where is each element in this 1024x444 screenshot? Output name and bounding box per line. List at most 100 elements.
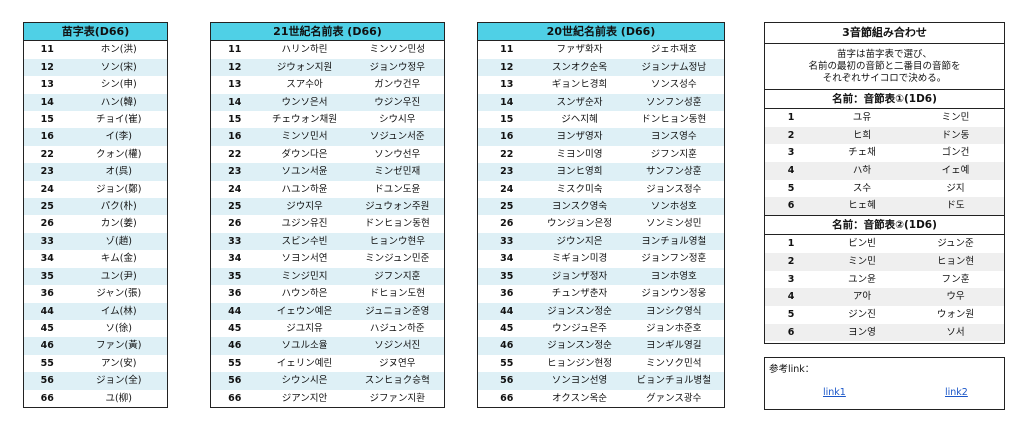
- roll-number: 22: [23, 145, 71, 164]
- roll-number: 56: [23, 372, 71, 390]
- table-row: 66 ユ(柳): [23, 389, 168, 408]
- syllable-cell: ゴン건: [941, 147, 970, 159]
- name-cell: ヨンチョル영철: [623, 232, 725, 251]
- name-cell: ソンミン성민: [623, 215, 725, 233]
- roll-number: 66: [477, 389, 536, 408]
- description-line: 苗字は苗字表で選び、: [836, 49, 932, 60]
- roll-number: 16: [477, 128, 536, 146]
- roll-number: 14: [23, 93, 71, 112]
- name-cell: ヨンヒ영희: [535, 163, 624, 181]
- roll-number: 2: [787, 129, 795, 141]
- syllable-panel-title: 3音節組み合わせ: [765, 23, 1004, 44]
- roll-number: 11: [477, 40, 536, 59]
- table-row: 55 アン(安): [23, 354, 168, 373]
- table-row: 33 スビン수빈 ヒョンウ현우: [210, 232, 445, 251]
- name-cell: ヨンスク영숙: [535, 198, 624, 216]
- table-row: 12 スンオク순옥 ジョンナム정남: [477, 58, 725, 77]
- name-cell: ヨンス영수: [623, 128, 725, 146]
- syllable-panel-description: 苗字は苗字表で選び、 名前の最初の音節と二番目の音節を それぞれサイコロで決める…: [765, 44, 1004, 89]
- name-cell: ソンス성수: [623, 76, 725, 94]
- name-cell: ジフン지훈: [623, 145, 725, 164]
- name-cell: ジョンウ정우: [350, 58, 445, 77]
- roll-number: 66: [23, 389, 71, 408]
- roll-number: 35: [23, 267, 71, 286]
- description-line: それぞれサイコロで決める。: [822, 73, 947, 84]
- table-row: 14 ハン(韓): [23, 93, 168, 112]
- table-row: 24 ハユン하윤 ドユン도윤: [210, 180, 445, 199]
- table-row: 55 イェリン예린 ジヌ연우: [210, 354, 445, 373]
- name-cell: イェリン예린: [258, 354, 351, 373]
- roll-number: 5: [787, 308, 795, 320]
- name-cell: ダウン다은: [258, 145, 351, 164]
- table-row: 35 ミンジ민지 ジフン지훈: [210, 267, 445, 286]
- list-item: 5 ス수 ジ지: [765, 180, 1004, 198]
- roll-number: 34: [210, 250, 259, 268]
- link-2[interactable]: link2: [945, 387, 968, 398]
- syllable-table-1: 1 ユ유 ミン민 2 ヒ희 ドン동 3 チェ채 ゴン건 4 ハ하 イェ예 5 ス수 ジ지 6 ヒェ혜 ド도: [765, 109, 1004, 216]
- table-row: 35 ジョンザ정자 ヨンホ영호: [477, 267, 725, 286]
- name-cell: ソユル소율: [258, 337, 351, 355]
- name-cell: オ(呉): [70, 163, 168, 181]
- name-cell: ジェホ재호: [623, 40, 725, 59]
- name-cell: ハウン하은: [258, 285, 351, 303]
- list-item: 3 チェ채 ゴン건: [765, 144, 1004, 162]
- roll-number: 24: [210, 180, 259, 199]
- name-cell: ミンソン민성: [350, 40, 445, 59]
- name-cell: ドンヒョン동현: [623, 111, 725, 129]
- name-cell: ジウン지은: [535, 232, 624, 251]
- list-item: 5 ジン진 ウォン원: [765, 306, 1004, 324]
- table-row: 16 ミンソ민서 ソジュン서준: [210, 128, 445, 146]
- roll-number: 34: [477, 250, 536, 268]
- table-row: 13 ギョンヒ경희 ソンス성수: [477, 76, 725, 94]
- list-item: 3 ユン윤 フン훈: [765, 271, 1004, 289]
- name-cell: スンオク순옥: [535, 58, 624, 77]
- name-cell: ヨンギル영길: [623, 337, 725, 355]
- name-cell: シウ시우: [350, 111, 445, 129]
- name-cell: カン(姜): [70, 215, 168, 233]
- names-20c-table: 20世紀名前表 (D66) 11 ファザ화자 ジェホ재호 12 スンオク순옥 ジョンナム정…: [477, 22, 725, 408]
- name-cell: ゾ(趙): [70, 232, 168, 251]
- table-row: 12 ジウォン지원 ジョンウ정우: [210, 58, 445, 77]
- roll-number: 56: [477, 372, 536, 390]
- roll-number: 36: [23, 285, 71, 303]
- name-cell: ウジン우진: [350, 93, 445, 112]
- name-cell: ハリン하린: [258, 40, 351, 59]
- table-row: 22 クォン(權): [23, 145, 168, 164]
- name-cell: ガンウ건우: [350, 76, 445, 94]
- roll-number: 44: [210, 302, 259, 320]
- table-row: 44 ジョンスン정순 ヨンシク영식: [477, 302, 725, 320]
- list-item: 6 ヒェ혜 ド도: [765, 197, 1004, 216]
- table-row: 22 ミヨン미영 ジフン지훈: [477, 145, 725, 164]
- roll-number: 44: [477, 302, 536, 320]
- name-cell: ソユン서윤: [258, 163, 351, 181]
- table-row: 46 ファン(黃): [23, 337, 168, 355]
- name-cell: ファザ화자: [535, 40, 624, 59]
- name-cell: アン(安): [70, 354, 168, 373]
- name-cell: ドユン도윤: [350, 180, 445, 199]
- table-row: 45 ジユ지유 ハジュン하준: [210, 319, 445, 338]
- name-cell: スビン수빈: [258, 232, 351, 251]
- table-row: 36 ハウン하은 ドヒョン도현: [210, 285, 445, 303]
- roll-number: 11: [23, 40, 71, 59]
- name-cell: スンザ순자: [535, 93, 624, 112]
- roll-number: 33: [477, 232, 536, 251]
- name-cell: ヒョンジン현정: [535, 354, 624, 373]
- table-row: 13 シン(申): [23, 76, 168, 94]
- name-cell: ソヨン서연: [258, 250, 351, 268]
- link-1[interactable]: link1: [823, 387, 846, 398]
- roll-number: 11: [210, 40, 259, 59]
- name-cell: ジョンスン정순: [535, 302, 624, 320]
- reference-label: 参考link：: [769, 364, 815, 375]
- roll-number: 13: [23, 76, 71, 94]
- table-row: 11 ホン(洪): [23, 40, 168, 59]
- name-cell: イ(李): [70, 128, 168, 146]
- table-row: 11 ファザ화자 ジェホ재호: [477, 40, 725, 59]
- list-item: 4 ア아 ウ우: [765, 288, 1004, 306]
- table-row: 34 キム(金): [23, 250, 168, 268]
- name-cell: ジフン지훈: [350, 267, 445, 286]
- table-row: 23 ヨンヒ영희 サンフン상훈: [477, 163, 725, 181]
- table-row: 25 ジウ지우 ジュウォン주원: [210, 198, 445, 216]
- name-cell: ソジン서진: [350, 337, 445, 355]
- syllable-cell: イェ예: [941, 165, 970, 177]
- syllable-table-2-title: 名前：音節表②(1D6): [765, 215, 1004, 236]
